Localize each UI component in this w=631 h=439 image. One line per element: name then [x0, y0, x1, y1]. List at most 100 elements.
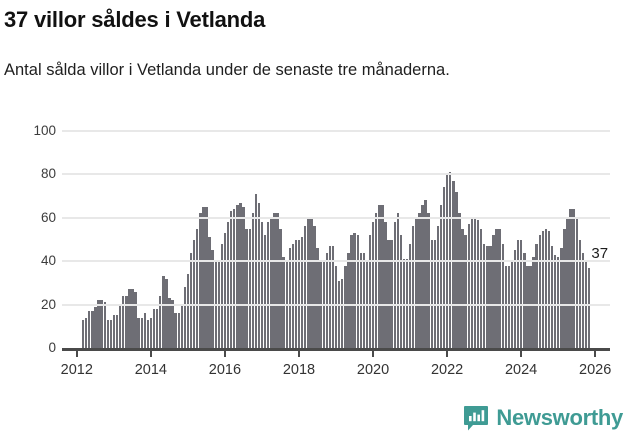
- y-axis-tick-label: 100: [33, 123, 56, 138]
- bar: [257, 202, 261, 348]
- bar: [501, 243, 504, 348]
- gridline: [62, 216, 610, 219]
- bar: [112, 315, 116, 348]
- x-axis-tick: [594, 349, 597, 357]
- bar: [393, 222, 396, 348]
- bar: [263, 235, 267, 348]
- bar: [180, 304, 184, 348]
- bar: [248, 228, 251, 348]
- bar: [535, 243, 538, 348]
- bar: [331, 246, 335, 348]
- bar: [337, 280, 341, 348]
- bar: [483, 243, 486, 348]
- bar: [81, 319, 85, 348]
- y-axis-tick-label: 80: [40, 166, 56, 182]
- x-axis-tick-label: 2016: [208, 362, 242, 378]
- bar: [270, 217, 273, 348]
- gridline: [62, 173, 610, 176]
- x-axis-tick: [223, 349, 226, 357]
- bar: [541, 230, 545, 348]
- y-axis-tick-label: 0: [48, 340, 56, 355]
- bar: [452, 180, 455, 348]
- bar: [378, 204, 381, 348]
- bar: [155, 308, 159, 348]
- chart-subtitle: Antal sålda villor i Vetlanda under de s…: [4, 61, 450, 79]
- bar: [251, 213, 254, 348]
- x-axis: 2012 2014 2016 2018 2020 2022 2024 2026: [61, 349, 611, 391]
- bar: [470, 217, 474, 348]
- bar: [282, 256, 285, 348]
- bar: [560, 248, 563, 348]
- bar: [159, 295, 162, 348]
- bar: [189, 252, 193, 348]
- bar: [152, 308, 156, 348]
- x-axis-tick-label: 2018: [282, 362, 316, 378]
- bar: [106, 319, 109, 348]
- bar: [196, 228, 199, 348]
- bar: [566, 217, 569, 348]
- bar: [171, 300, 174, 348]
- bar: [122, 295, 125, 348]
- bar: [504, 265, 508, 348]
- x-axis-tick-label: 2024: [504, 362, 538, 378]
- bar: [91, 311, 94, 348]
- bar: [146, 319, 150, 348]
- bar: [387, 239, 390, 348]
- bar: [307, 217, 310, 348]
- bar: [100, 300, 103, 348]
- bar: [199, 213, 202, 348]
- bar: [316, 248, 319, 348]
- bar: [486, 246, 489, 348]
- bar: [384, 222, 387, 348]
- bar: [347, 252, 350, 348]
- logo-wordmark: Newsworthy: [496, 405, 623, 430]
- bar: [279, 228, 282, 348]
- bar: [449, 172, 452, 348]
- bar: [192, 239, 196, 348]
- bar: [205, 206, 208, 348]
- bar: [371, 222, 375, 348]
- bar: [186, 274, 190, 348]
- bar: [461, 228, 464, 348]
- bar: [125, 295, 128, 348]
- bar: [149, 317, 153, 348]
- bar: [162, 276, 165, 348]
- bar: [492, 235, 495, 348]
- bar: [353, 233, 356, 348]
- bar: [344, 265, 347, 348]
- bar: [134, 291, 137, 348]
- bar: [418, 213, 421, 348]
- bar: [183, 287, 187, 348]
- bar: [433, 239, 437, 348]
- bar: [455, 191, 458, 348]
- bar: [174, 313, 177, 348]
- bar: [495, 228, 498, 348]
- bar: [334, 265, 338, 348]
- bar: [408, 243, 412, 348]
- value-annotation: 37: [591, 244, 609, 262]
- bar: [350, 235, 353, 348]
- bar: [118, 304, 122, 348]
- x-axis-line: [62, 348, 610, 351]
- bar: [291, 243, 295, 348]
- bar: [313, 226, 316, 348]
- bar: [109, 319, 113, 348]
- x-axis-tick: [520, 349, 523, 357]
- bar: [569, 209, 572, 348]
- bar: [239, 202, 242, 348]
- bar: [341, 278, 344, 348]
- bar: [479, 228, 483, 348]
- bar: [575, 217, 578, 348]
- page-title: 37 villor såldes i Vetlanda: [4, 7, 266, 32]
- bar: [520, 239, 523, 348]
- bar: [84, 317, 88, 348]
- x-axis-tick: [297, 349, 300, 357]
- gridline: [62, 130, 610, 132]
- bar: [233, 209, 236, 348]
- plot-area: 37: [62, 130, 610, 351]
- bar: [220, 243, 224, 348]
- x-axis-tick: [446, 349, 449, 357]
- bar: [260, 222, 264, 348]
- bar: [310, 217, 313, 348]
